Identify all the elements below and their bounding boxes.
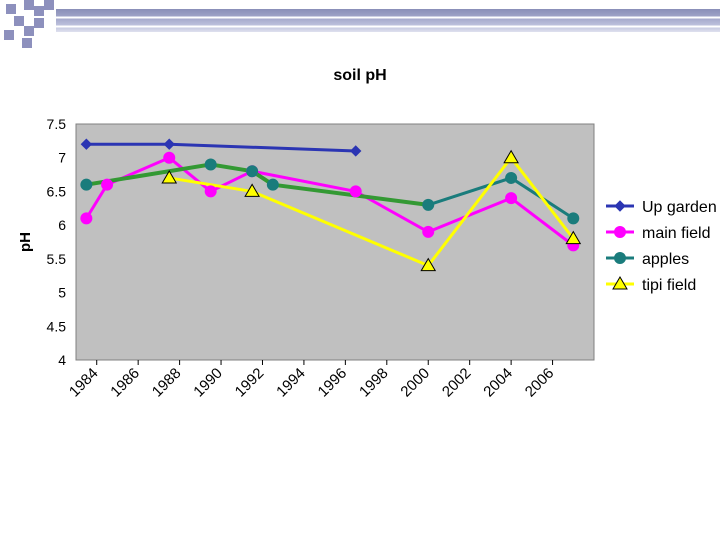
data-point-up-garden <box>80 138 93 150</box>
data-point-main-field <box>505 192 518 205</box>
legend-marker <box>614 226 626 238</box>
x-tick-label: 2002 <box>439 365 475 401</box>
data-point-apples <box>80 178 93 191</box>
data-point-apples <box>246 165 259 178</box>
legend-label: main field <box>642 225 710 242</box>
y-tick-label: 5 <box>58 285 66 301</box>
legend-label: apples <box>642 251 689 268</box>
x-tick-label: 1994 <box>273 365 309 401</box>
data-point-main-field <box>422 225 435 238</box>
data-point-tipi-field <box>244 183 260 197</box>
data-point-apples <box>422 198 435 211</box>
corner-decoration <box>0 0 56 50</box>
x-tick-label: 2006 <box>522 365 558 401</box>
data-point-apples <box>266 178 279 191</box>
x-tick-label: 1996 <box>315 365 351 401</box>
legend: Up garden main field apples tipi field <box>606 199 717 294</box>
x-tick-label: 1986 <box>107 365 143 401</box>
y-tick-label: 6 <box>58 217 66 233</box>
x-tick-label: 1998 <box>356 365 392 401</box>
data-point-up-garden <box>163 138 175 150</box>
legend-marker <box>614 252 626 264</box>
y-tick-label: 4 <box>58 352 66 368</box>
data-point-main-field <box>163 151 176 164</box>
x-tick-label: 1988 <box>149 365 185 401</box>
data-point-up-garden <box>350 145 362 157</box>
y-tick-label: 5.5 <box>47 251 67 267</box>
y-tick-label: 7 <box>58 150 66 166</box>
y-tick-label: 4.5 <box>47 318 67 334</box>
x-tick-label: 2000 <box>397 365 433 401</box>
x-tick-label: 1992 <box>232 365 268 401</box>
data-point-apples <box>567 212 580 225</box>
legend-marker <box>612 276 628 290</box>
data-point-main-field <box>80 212 93 225</box>
data-point-tipi-field <box>503 149 519 164</box>
data-point-apples <box>505 171 518 184</box>
x-tick-label: 1984 <box>66 365 102 401</box>
data-point-main-field <box>349 185 362 198</box>
x-tick-label: 2004 <box>480 365 516 401</box>
chart-title: soil pH <box>333 67 386 84</box>
x-tick-label: 1990 <box>190 365 226 401</box>
legend-marker <box>614 200 626 212</box>
data-point-main-field <box>101 178 114 191</box>
header-decoration-bar <box>56 9 720 32</box>
legend-label: Up garden <box>642 199 717 216</box>
data-point-tipi-field <box>565 230 582 245</box>
data-point-tipi-field <box>420 257 437 272</box>
legend-label: tipi field <box>642 277 696 294</box>
data-point-main-field <box>204 185 217 198</box>
data-point-apples <box>204 158 217 171</box>
data-point-tipi-field <box>161 169 178 184</box>
y-tick-label: 6.5 <box>47 183 67 199</box>
y-axis-label: pH <box>17 232 34 252</box>
y-tick-label: 7.5 <box>47 116 67 132</box>
